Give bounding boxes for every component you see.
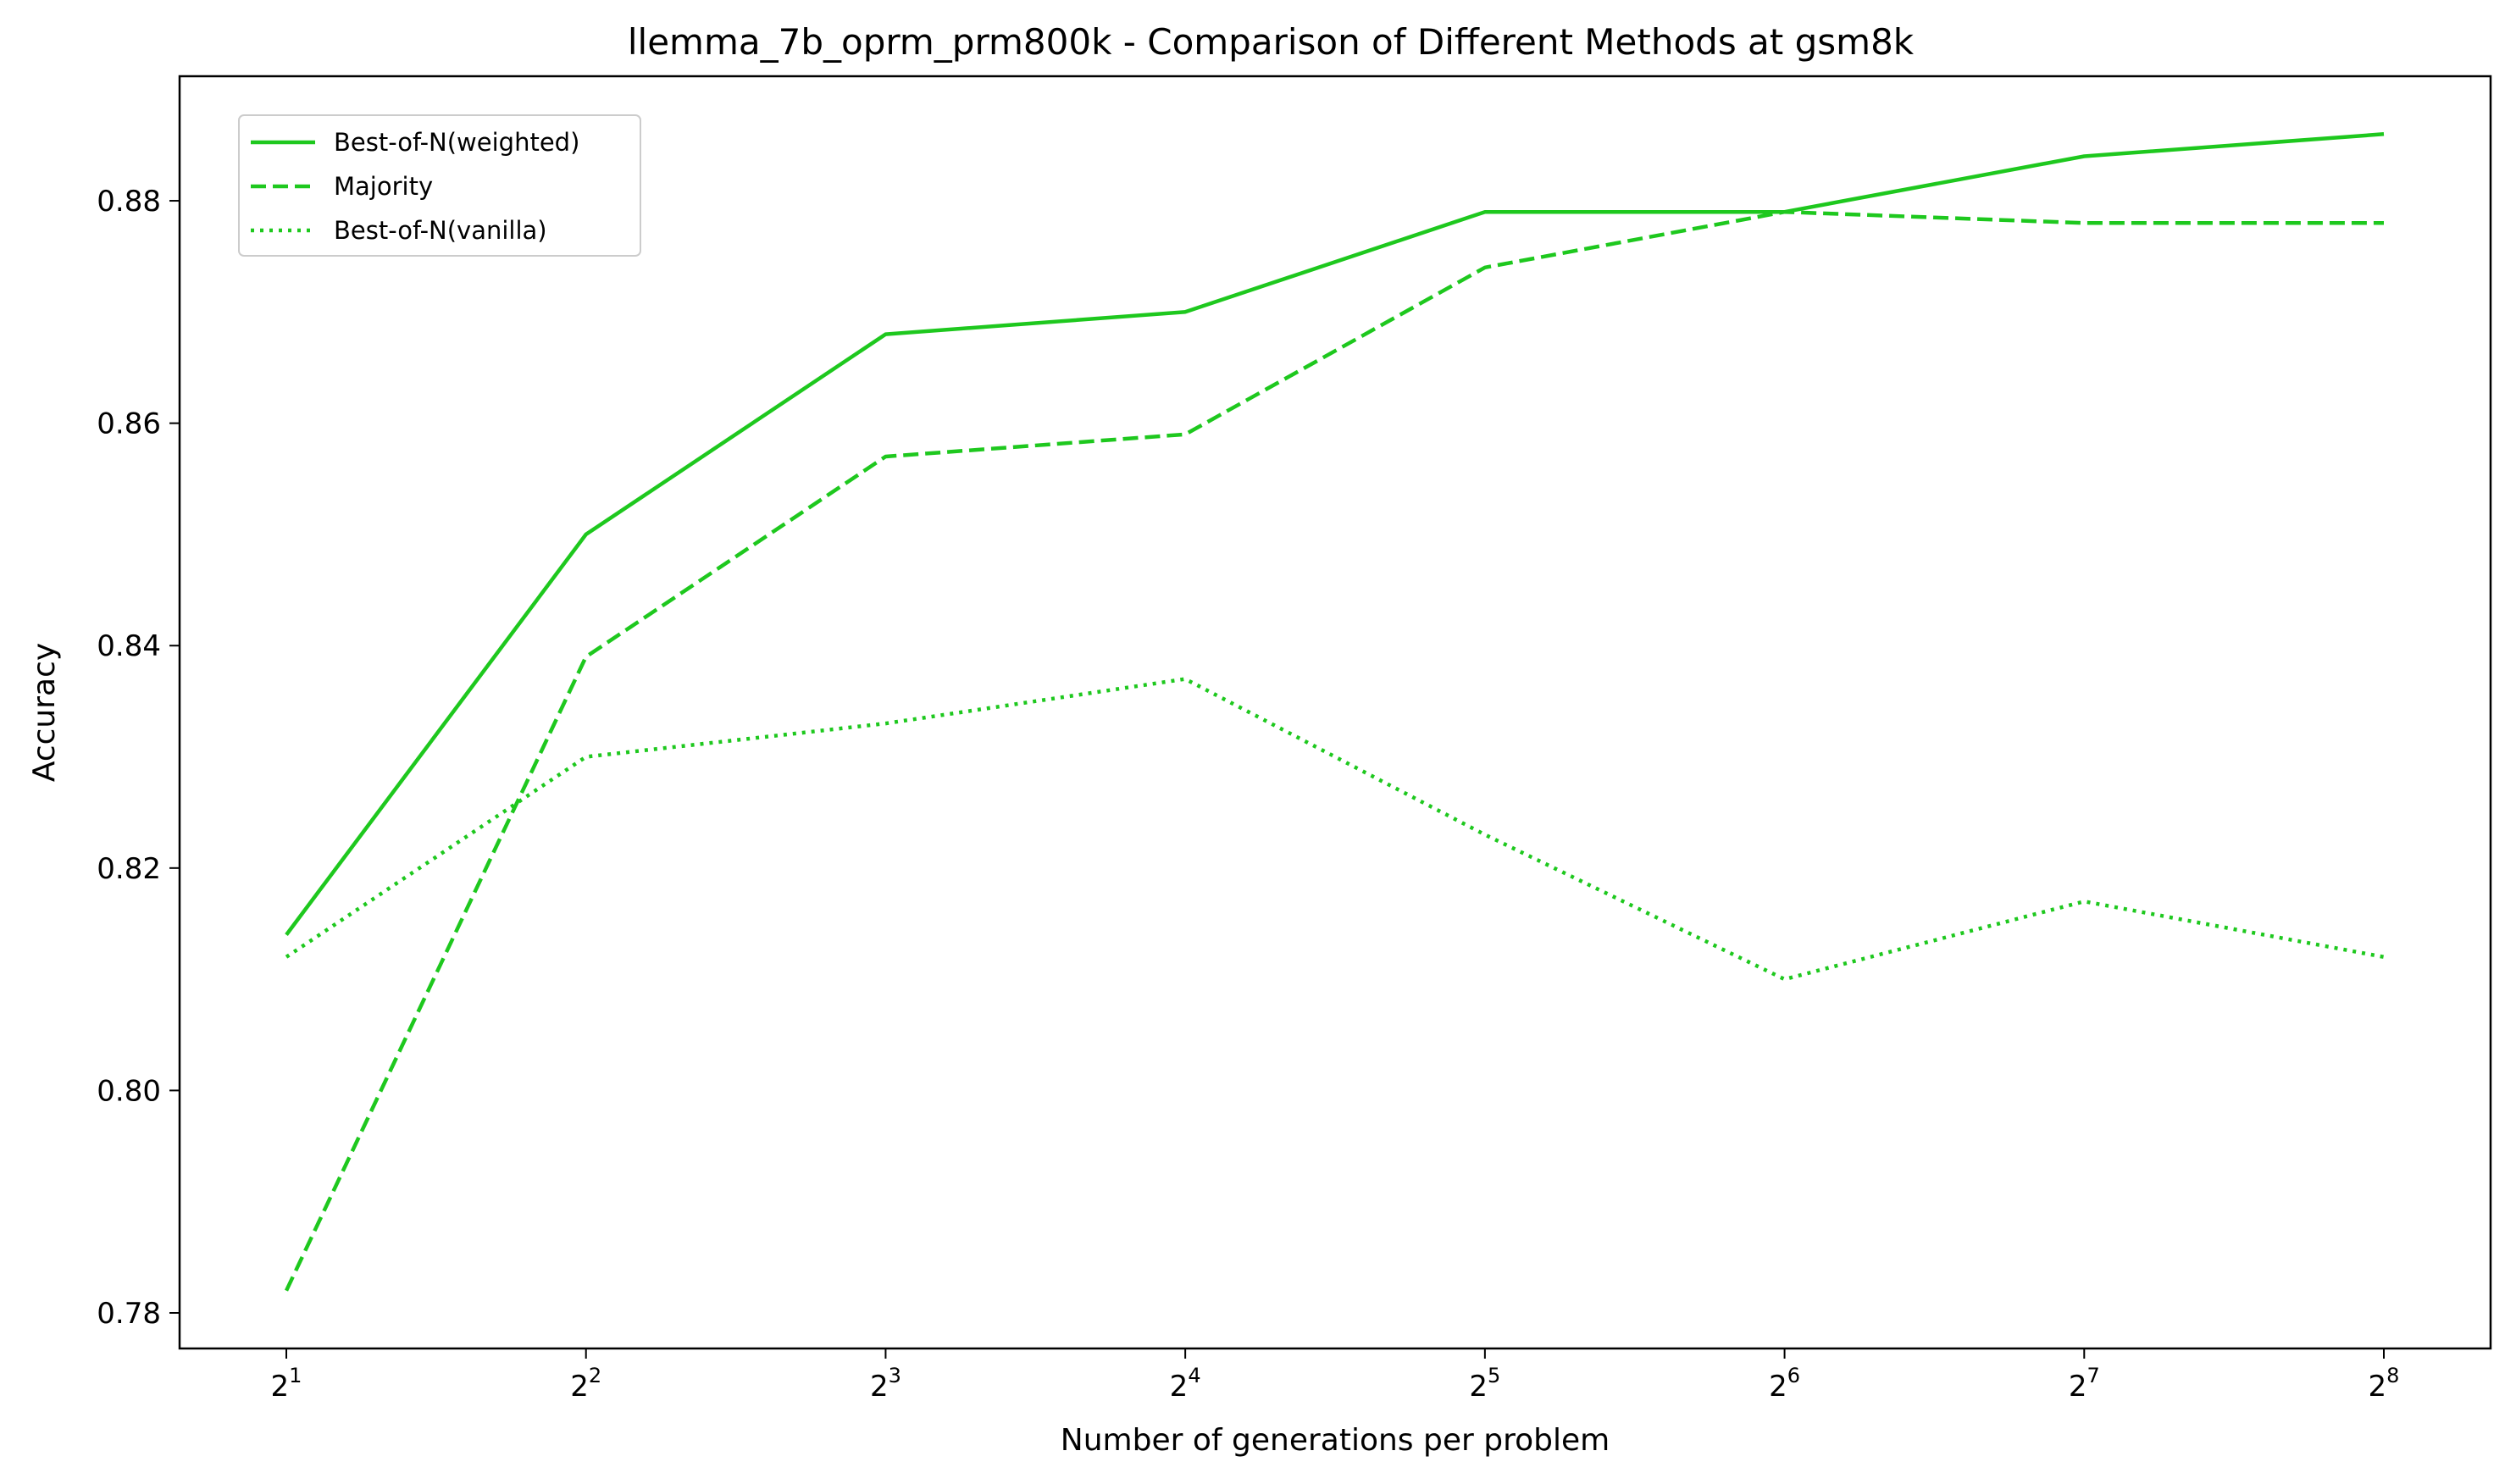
y-tick-label: 0.80	[97, 1074, 161, 1108]
series-line-1	[285, 132, 2385, 936]
x-tick-label: 23	[870, 1364, 901, 1404]
plot-area-frame	[178, 75, 2492, 1350]
y-tick-label: 0.86	[97, 407, 161, 441]
series-line-2	[284, 209, 2384, 1292]
x-tick-label: 24	[1170, 1364, 1201, 1404]
legend-label-3: Best-of-N(vanilla)	[334, 216, 547, 245]
y-tick-label: 0.82	[97, 852, 161, 886]
y-tick-label: 0.78	[97, 1297, 161, 1331]
y-tick-label: 0.88	[97, 185, 161, 219]
y-axis-label: Accuracy	[27, 643, 62, 782]
legend: Best-of-N(weighted) Majority Best-of-N(van…	[238, 114, 641, 257]
legend-label-2: Majority	[334, 172, 433, 201]
x-axis-label: Number of generations per problem	[1061, 1423, 1610, 1458]
chart-title: llemma_7b_oprm_prm800k - Comparison of D…	[628, 21, 1915, 63]
x-tick-label: 22	[570, 1364, 601, 1404]
x-tick-label: 21	[271, 1364, 302, 1404]
legend-frame	[238, 114, 641, 257]
x-axis-ticks: 21 22 23 24 25 26 27 28	[271, 1348, 2400, 1404]
x-tick-label: 25	[1469, 1364, 1500, 1404]
y-tick-label: 0.84	[97, 629, 161, 663]
series-line-3	[285, 677, 2385, 982]
x-tick-label: 26	[1769, 1364, 1800, 1404]
x-tick-label: 28	[2369, 1364, 2400, 1404]
y-axis-ticks: 0.78 0.80 0.82 0.84 0.86 0.88	[97, 185, 180, 1331]
legend-label-1: Best-of-N(weighted)	[334, 128, 579, 157]
series-lines	[284, 132, 2385, 1292]
x-tick-label: 27	[2069, 1364, 2100, 1404]
